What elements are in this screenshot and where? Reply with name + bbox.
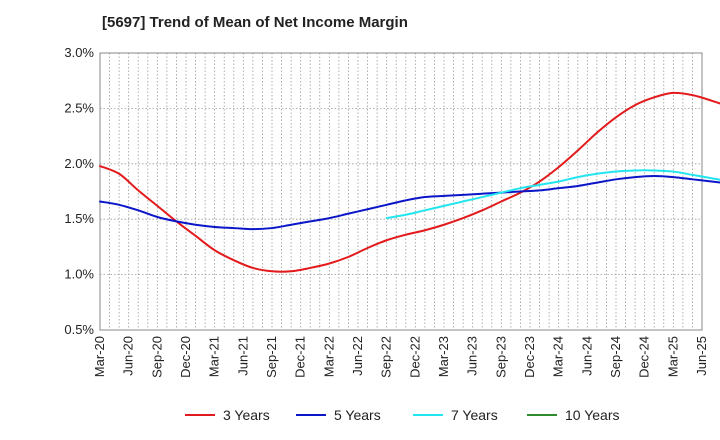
y-tick-label: 1.0% [64, 267, 94, 282]
grid [100, 53, 702, 330]
series-line-3-years [99, 91, 720, 273]
x-tick-label: Dec-21 [293, 336, 308, 378]
series-line-7-years [385, 169, 720, 220]
x-tick-label: Dec-22 [407, 336, 422, 378]
legend-label-3-years: 3 Years [223, 407, 270, 423]
plot-frame [99, 52, 703, 331]
x-tick-label: Mar-23 [436, 336, 451, 377]
x-tick-label: Mar-25 [665, 336, 680, 377]
y-tick-label: 2.5% [64, 100, 94, 115]
x-tick-label: Jun-22 [350, 336, 365, 376]
x-tick-label: Dec-20 [178, 336, 193, 378]
x-tick-label: Sep-20 [149, 336, 164, 378]
x-tick-label: Sep-23 [493, 336, 508, 378]
x-tick-label: Jun-21 [235, 336, 250, 376]
x-tick-label: Jun-24 [579, 336, 594, 376]
x-tick-label: Sep-24 [608, 336, 623, 378]
y-axis-tick-labels: 0.5% 1.0% 1.5% 2.0% 2.5% 3.0% [64, 45, 94, 337]
legend-label-7-years: 7 Years [451, 407, 498, 423]
y-tick-label: 2.0% [64, 156, 94, 171]
x-tick-label: Mar-20 [92, 336, 107, 377]
x-tick-label: Jun-25 [694, 336, 709, 376]
series-lines [99, 91, 720, 273]
legend-label-10-years: 10 Years [565, 407, 620, 423]
x-axis-tick-labels: Mar-20 Jun-20 Sep-20 Dec-20 Mar-21 Jun-21 Sep-… [92, 336, 709, 378]
y-tick-label: 3.0% [64, 45, 94, 60]
x-tick-label: Mar-24 [551, 336, 566, 377]
y-tick-label: 1.5% [64, 211, 94, 226]
legend-label-5-years: 5 Years [334, 407, 381, 423]
x-tick-label: Dec-23 [522, 336, 537, 378]
x-tick-label: Jun-23 [465, 336, 480, 376]
y-tick-label: 0.5% [64, 322, 94, 337]
series-line-5-years [99, 174, 720, 231]
legend: 3 Years 5 Years 7 Years 10 Years [185, 407, 620, 423]
x-tick-label: Sep-21 [264, 336, 279, 378]
x-tick-label: Mar-22 [321, 336, 336, 377]
x-tick-label: Dec-24 [637, 336, 652, 378]
x-tick-label: Sep-22 [379, 336, 394, 378]
x-tick-label: Mar-21 [207, 336, 222, 377]
chart-title: [5697] Trend of Mean of Net Income Margi… [102, 14, 408, 31]
x-tick-label: Jun-20 [121, 336, 136, 376]
